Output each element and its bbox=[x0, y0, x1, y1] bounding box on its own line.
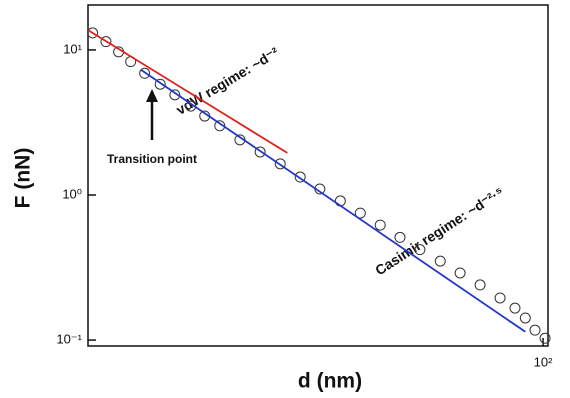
data-point bbox=[509, 302, 521, 314]
annotation: Casimir regime: ~d⁻²·⁵ bbox=[372, 183, 506, 278]
x-axis-title: d (nm) bbox=[298, 370, 362, 393]
data-point bbox=[354, 207, 366, 219]
data-point bbox=[539, 332, 551, 344]
data-point bbox=[87, 27, 99, 39]
x-tick-label: 10² bbox=[534, 354, 553, 369]
fit-line bbox=[87, 29, 288, 154]
data-point bbox=[434, 255, 446, 267]
data-point bbox=[169, 89, 181, 101]
data-point bbox=[474, 279, 486, 291]
data-point bbox=[274, 158, 286, 170]
plot-frame bbox=[87, 4, 549, 347]
data-point bbox=[519, 312, 531, 324]
y-tick-label: 10⁰ bbox=[62, 186, 82, 201]
data-point bbox=[294, 171, 306, 183]
annotation: Transition point bbox=[107, 152, 197, 166]
y-axis-title: F (nN) bbox=[12, 148, 35, 209]
data-point bbox=[414, 244, 426, 256]
data-point bbox=[100, 36, 112, 48]
arrow-head bbox=[146, 89, 158, 102]
fit-line bbox=[140, 69, 526, 333]
data-point bbox=[254, 146, 266, 158]
data-point bbox=[374, 219, 386, 231]
data-point bbox=[494, 292, 506, 304]
data-point bbox=[394, 231, 406, 243]
annotation: vdW regime: ~d⁻² bbox=[173, 44, 282, 118]
y-tick-label: 10⁻¹ bbox=[56, 331, 82, 346]
data-point bbox=[454, 267, 466, 279]
y-tick-label: 10¹ bbox=[63, 41, 82, 56]
data-point bbox=[154, 78, 166, 90]
data-point bbox=[334, 195, 346, 207]
data-point bbox=[529, 324, 541, 336]
data-point bbox=[214, 120, 226, 132]
data-point bbox=[139, 67, 151, 79]
